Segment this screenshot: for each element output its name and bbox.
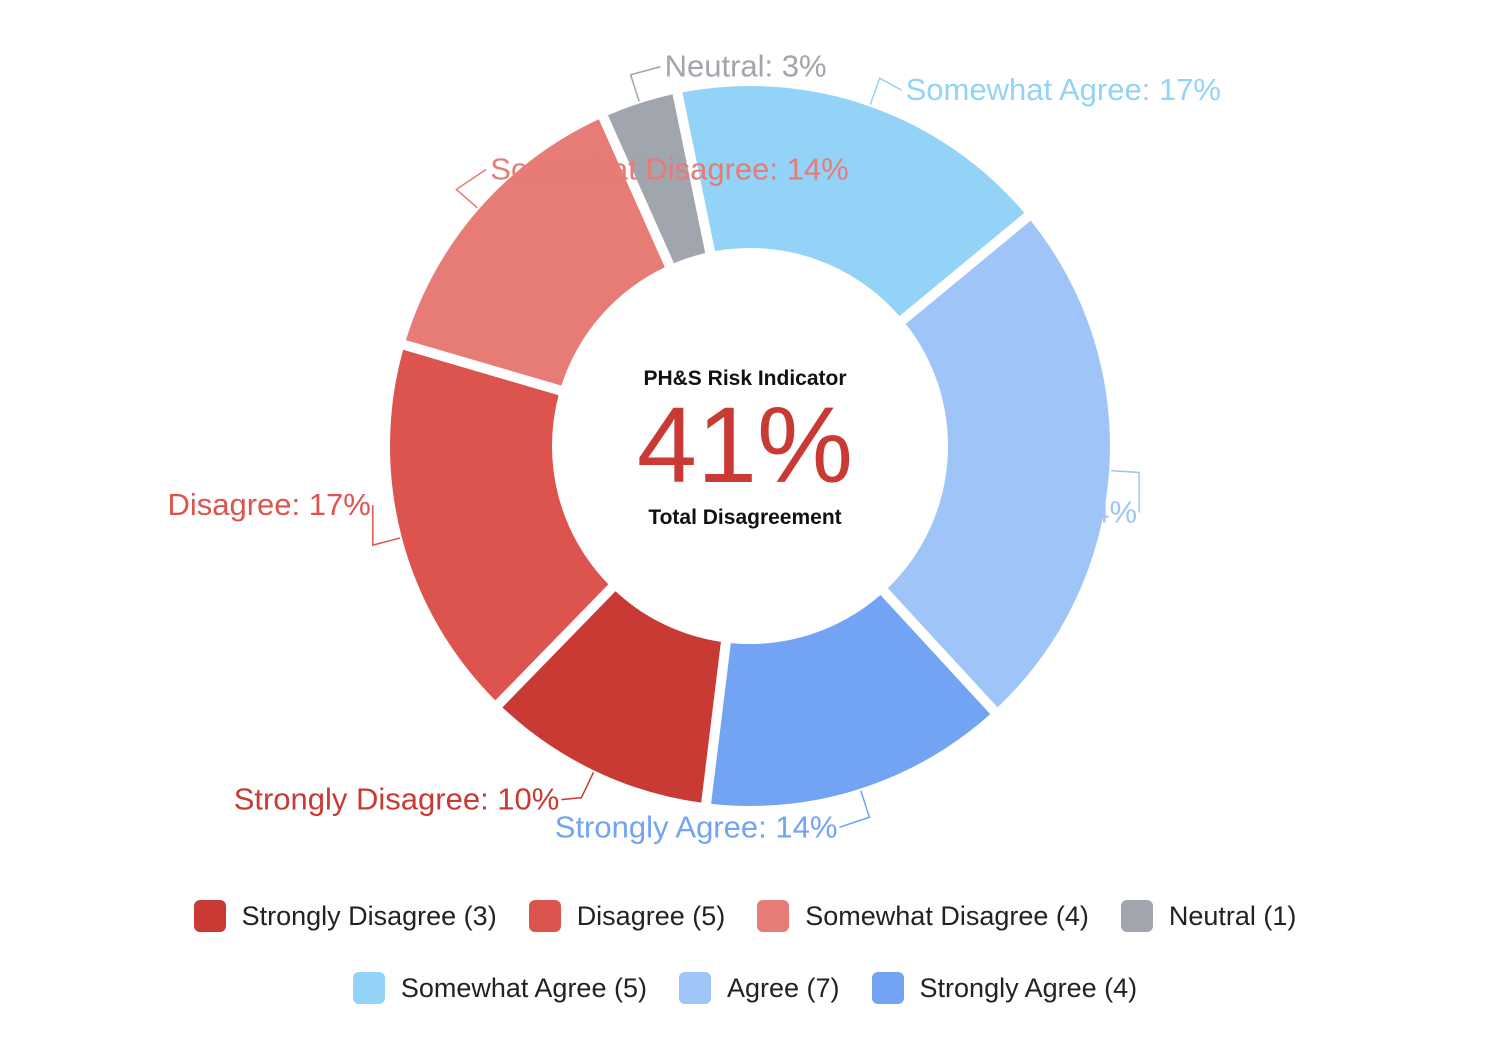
donut-slice-strongly-disagree[interactable] <box>502 591 721 803</box>
donut-slice-disagree[interactable] <box>390 349 609 701</box>
legend-item[interactable]: Somewhat Disagree (4) <box>757 900 1089 932</box>
legend-swatch <box>871 972 904 1004</box>
leader-line <box>455 168 487 209</box>
leader-line <box>372 505 401 547</box>
leader-line <box>1111 469 1140 513</box>
donut-center: PH&S Risk Indicator 41% Total Disagreeme… <box>637 367 853 529</box>
legend-item[interactable]: Somewhat Agree (5) <box>352 972 647 1004</box>
legend-item[interactable]: Agree (7) <box>678 972 840 1004</box>
donut-slice-agree[interactable] <box>887 220 1110 708</box>
center-value: 41% <box>637 384 853 505</box>
legend-swatch <box>193 900 226 932</box>
slice-label: Disagree: 17% <box>167 487 370 522</box>
legend-label: Agree (7) <box>726 972 840 1003</box>
legend-item[interactable]: Disagree (5) <box>528 900 726 932</box>
center-title: PH&S Risk Indicator <box>643 367 846 390</box>
donut-slices <box>390 86 1110 807</box>
donut-chart: Strongly Disagree: 10% Disagree: 17% Somew… <box>167 49 1221 845</box>
legend-row: Strongly Disagree (3) Disagree (5) Somewha… <box>0 888 1490 944</box>
slice-label: Neutral: 3% <box>665 49 827 84</box>
leader-line <box>561 772 595 801</box>
legend-swatch <box>1120 900 1153 932</box>
legend-row: Somewhat Agree (5) Agree (7) Strongly Agre… <box>0 960 1490 1016</box>
donut-slice-neutral[interactable] <box>607 94 706 264</box>
slice-label: Somewhat Disagree: 14% <box>490 151 848 186</box>
donut-slice-strongly-agree[interactable] <box>711 594 991 807</box>
leader-line <box>839 790 871 828</box>
legend-item[interactable]: Neutral (1) <box>1120 900 1297 932</box>
legend-label: Neutral (1) <box>1168 900 1297 931</box>
legend-swatch <box>678 972 711 1004</box>
legend-swatch <box>352 972 385 1004</box>
legend-swatch <box>757 900 790 932</box>
slice-label: Somewhat Agree: 17% <box>906 72 1221 107</box>
slice-leader-lines <box>372 66 1140 828</box>
slice-label: Strongly Agree: 14% <box>555 809 838 844</box>
chart-legend: Strongly Disagree (3) Disagree (5) Somewha… <box>0 888 1490 1032</box>
slice-labels: Strongly Disagree: 10% Disagree: 17% Somew… <box>167 49 1221 845</box>
legend-item[interactable]: Strongly Disagree (3) <box>193 900 497 932</box>
legend-item[interactable]: Strongly Agree (4) <box>871 972 1138 1004</box>
center-subtitle: Total Disagreement <box>648 506 841 529</box>
donut-slice-somewhat-agree[interactable] <box>682 86 1025 317</box>
legend-label: Strongly Agree (4) <box>919 972 1138 1003</box>
legend-label: Somewhat Agree (5) <box>400 972 647 1003</box>
slice-label: Strongly Disagree: 10% <box>234 782 560 817</box>
legend-label: Somewhat Disagree (4) <box>805 900 1089 931</box>
legend-swatch <box>528 900 561 932</box>
slice-label: Agree: 24% <box>975 495 1137 530</box>
legend-label: Strongly Disagree (3) <box>241 900 497 931</box>
donut-slice-somewhat-disagree[interactable] <box>405 119 665 386</box>
leader-line <box>869 77 902 105</box>
legend-label: Disagree (5) <box>576 900 726 931</box>
leader-line <box>629 66 661 102</box>
